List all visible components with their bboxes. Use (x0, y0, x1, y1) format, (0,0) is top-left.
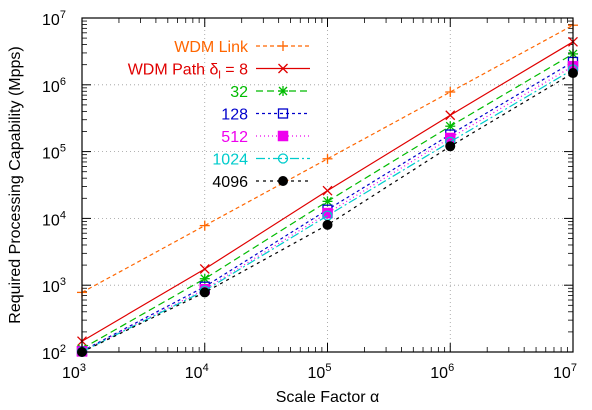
plus-marker (199, 220, 210, 231)
legend-label: 32 (230, 84, 248, 101)
filled-circle-marker (199, 287, 210, 298)
x-tick-label: 105 (308, 362, 332, 382)
plus-marker (322, 153, 333, 164)
y-tick-label: 102 (42, 343, 66, 363)
x-marker (322, 185, 333, 196)
x-tick-marks (81, 18, 574, 352)
series-line (81, 68, 574, 353)
legend-label: WDM Path δl = 8 (128, 62, 248, 82)
legend-label: WDM Link (174, 39, 249, 56)
legend-label: 128 (221, 107, 248, 124)
filled-square-marker (322, 207, 333, 219)
series-512 (76, 60, 579, 357)
y-tick-label: 105 (42, 143, 66, 163)
series-layer (76, 20, 579, 357)
filled-circle-marker (322, 219, 333, 230)
legend-label: 4096 (212, 174, 248, 191)
y-tick-label: 106 (42, 76, 66, 96)
series-line (81, 72, 574, 353)
plus-marker (445, 87, 456, 98)
plus-marker (278, 41, 288, 51)
y-tick-label: 107 (42, 9, 66, 29)
series-1024 (76, 64, 579, 357)
legend-label: 512 (221, 129, 248, 146)
x-tick-label: 104 (185, 362, 209, 382)
plot-frame (81, 17, 574, 353)
filled-circle-marker (278, 176, 288, 186)
legend: WDM Link WDM Path δl = 8 32 128 512 1024 4096 (128, 39, 310, 191)
x-marker (199, 264, 210, 274)
legend-label: 1024 (212, 152, 248, 169)
y-tick-label: 103 (42, 276, 66, 296)
open-square-marker (277, 108, 289, 119)
series-line (81, 24, 574, 293)
x-tick-label: 103 (62, 362, 86, 382)
open-circle-marker (277, 153, 289, 164)
series-4096 (77, 68, 578, 357)
x-marker (278, 63, 288, 74)
x-tick-labels: 103 104 105 106 107 (62, 362, 577, 382)
y-tick-label: 104 (42, 209, 66, 229)
star-marker (278, 86, 288, 96)
x-tick-label: 106 (430, 362, 454, 382)
x-marker (445, 110, 456, 121)
filled-square-marker (277, 130, 289, 142)
y-tick-labels: 102 103 104 105 106 107 (42, 9, 66, 363)
y-axis-label: Required Processing Capability (Mpps) (7, 46, 24, 323)
x-tick-label: 107 (553, 362, 577, 382)
series-wdm-path (77, 36, 578, 347)
x-axis-label: Scale Factor α (276, 389, 380, 406)
filled-circle-marker (445, 141, 456, 152)
